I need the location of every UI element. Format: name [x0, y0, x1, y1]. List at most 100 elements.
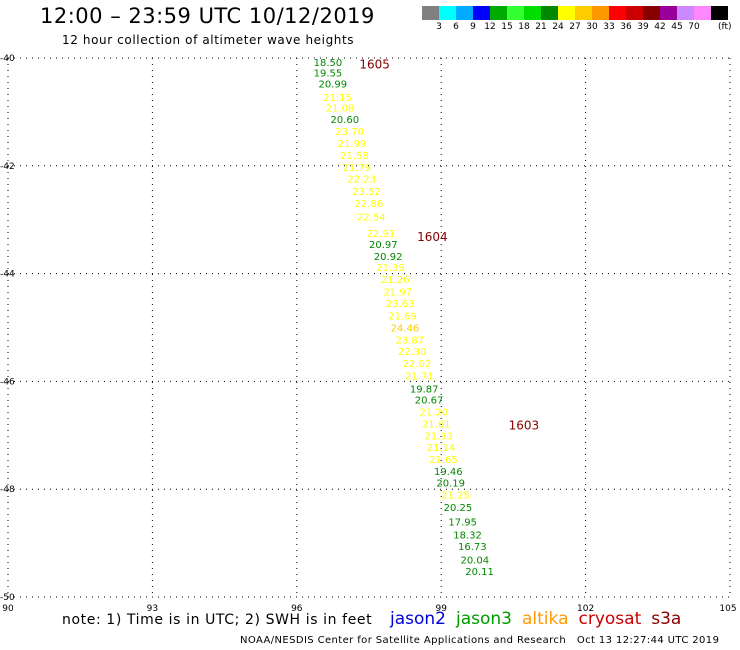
- legend-label: 12: [484, 22, 496, 32]
- legend-label: 3: [436, 22, 442, 32]
- map-title: 12:00 – 23:59 UTC 10/12/2019: [40, 4, 375, 28]
- legend-label: 33: [603, 22, 615, 32]
- swh-value: 20.67: [415, 396, 444, 407]
- legend-swatch: [422, 6, 439, 20]
- swh-value: 20.92: [374, 252, 403, 263]
- legend-label: 30: [586, 22, 598, 32]
- pass-time-labels: 1605 1604 1603: [359, 57, 539, 432]
- swh-value: 22.86: [355, 199, 384, 210]
- swh-value: 21.58: [340, 151, 369, 162]
- swh-value: 21.25: [441, 491, 470, 502]
- swh-value: 22.54: [357, 212, 386, 223]
- units-note: note: 1) Time is in UTC; 2) SWH is in fe…: [62, 612, 373, 628]
- legend-unit: (ft): [718, 22, 732, 32]
- lat-tick-label: -40: [0, 54, 15, 64]
- swh-value: 20.25: [444, 503, 473, 514]
- swh-value: 21.99: [338, 139, 367, 150]
- swh-value: 17.95: [448, 518, 477, 529]
- satellite-altika: altika: [522, 609, 569, 629]
- swh-value: 20.99: [318, 79, 347, 90]
- lat-tick-label: -48: [0, 485, 15, 495]
- swh-value: 22.02: [403, 359, 432, 370]
- satellite-legend: jason2 jason3 altika cryosat s3a: [390, 609, 691, 629]
- legend-label: 24: [552, 22, 564, 32]
- legend-swatch: [609, 6, 626, 20]
- swh-value: 19.46: [434, 467, 463, 478]
- legend-swatch: [473, 6, 490, 20]
- swh-value: 21.15: [323, 93, 352, 104]
- legend-label: 36: [620, 22, 632, 32]
- legend-swatch: [490, 6, 507, 20]
- satellite-s3a: s3a: [651, 609, 682, 629]
- lat-tick-label: -42: [0, 162, 15, 172]
- lon-tick-label: 96: [291, 604, 303, 614]
- lon-tick-label: 105: [719, 604, 736, 614]
- swh-value: 18.50: [314, 58, 343, 69]
- legend-label: 15: [501, 22, 513, 32]
- legend-swatch: [558, 6, 575, 20]
- legend-swatch: [541, 6, 558, 20]
- pass-time-label: 1605: [359, 57, 390, 71]
- legend-swatch: [456, 6, 473, 20]
- lon-tick-label: 93: [147, 604, 158, 614]
- map-grid: [7, 57, 731, 598]
- legend-swatch: [694, 6, 711, 20]
- legend-swatch: [524, 6, 541, 20]
- legend-label: 45: [671, 22, 683, 32]
- lat-tick-label: -46: [0, 377, 15, 387]
- swh-value: 21.69: [388, 312, 417, 323]
- legend-label: 70: [688, 22, 700, 32]
- map-subtitle: 12 hour collection of altimeter wave hei…: [62, 33, 355, 47]
- swh-value: 20.60: [330, 115, 359, 126]
- credit-text: NOAA/NESDIS Center for Satellite Applica…: [240, 635, 567, 646]
- swh-value: 24.46: [391, 324, 420, 335]
- swh-value: 20.97: [369, 240, 398, 251]
- lon-tick-label: 90: [2, 604, 14, 614]
- swh-value: 21.33: [424, 431, 453, 442]
- swh-value: 20.19: [436, 479, 465, 490]
- swh-value: 20.04: [460, 555, 489, 566]
- swh-value: 18.32: [453, 530, 482, 541]
- swh-value: 21.65: [429, 455, 458, 466]
- map-tick-labels: 90 93 96 99 102 105 -40 -42 -44 -46 -48 -50: [0, 54, 737, 614]
- legend-label: 9: [470, 22, 476, 32]
- swh-value: 21.39: [376, 263, 405, 274]
- swh-value: 21.26: [381, 275, 410, 286]
- swh-value: 23.63: [386, 299, 415, 310]
- lon-tick-label: 99: [435, 604, 447, 614]
- swh-value: 23.87: [395, 335, 424, 346]
- legend-label: 42: [654, 22, 666, 32]
- swh-value: 21.79: [343, 163, 372, 174]
- legend-label: 21: [535, 22, 547, 32]
- swh-value: 23.52: [352, 187, 381, 198]
- swh-value: 16.73: [458, 542, 487, 553]
- swh-value: 23.70: [335, 127, 364, 138]
- swh-value: 19.55: [314, 69, 343, 80]
- legend-label: 39: [637, 22, 649, 32]
- swh-value: 21.14: [427, 443, 456, 454]
- satellite-cryosat: cryosat: [578, 609, 642, 629]
- legend-label: 18: [518, 22, 530, 32]
- legend-swatch: [439, 6, 456, 20]
- legend-swatch: [643, 6, 660, 20]
- legend-label: 6: [453, 22, 459, 32]
- swh-value: 20.11: [465, 567, 494, 578]
- legend-swatch: [507, 6, 524, 20]
- legend-swatch: [660, 6, 677, 20]
- swh-value: 21.71: [405, 371, 434, 382]
- legend-labels: (ft) 3 6 9 12 15 18 21 24 27 30 33 36 39 42 45 70: [422, 20, 731, 32]
- swh-value: 22.30: [398, 347, 427, 358]
- swh-value: 21.97: [383, 287, 412, 298]
- legend-swatch: [592, 6, 609, 20]
- swh-value: 22.23: [347, 175, 376, 186]
- satellite-jason2: jason2: [390, 609, 446, 629]
- lon-tick-label: 102: [577, 604, 594, 614]
- swh-value: 21.61: [422, 419, 451, 430]
- credit-line: NOAA/NESDIS Center for Satellite Applica…: [240, 635, 719, 646]
- legend-swatch: [626, 6, 643, 20]
- legend-swatch: [677, 6, 694, 20]
- legend-swatch: [711, 6, 728, 20]
- legend-swatch: [575, 6, 592, 20]
